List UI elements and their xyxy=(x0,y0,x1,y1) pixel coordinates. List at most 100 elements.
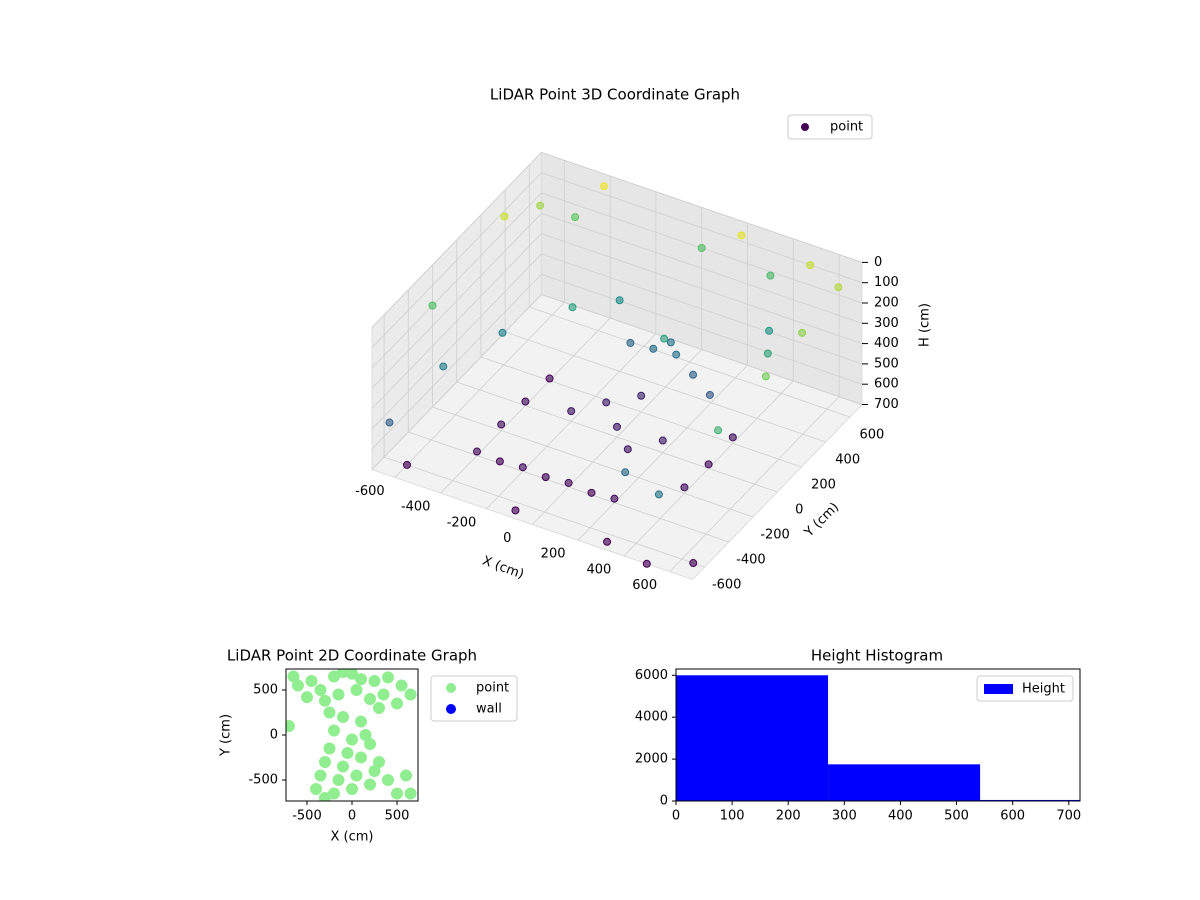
z-axis-label: H (cm) xyxy=(918,303,933,347)
point xyxy=(602,398,611,407)
point xyxy=(305,674,318,687)
point xyxy=(382,774,395,787)
point xyxy=(541,473,550,482)
point xyxy=(439,362,448,371)
chart-title: LiDAR Point 3D Coordinate Graph xyxy=(490,86,740,104)
point xyxy=(666,338,675,347)
grid-line xyxy=(541,253,863,365)
point xyxy=(364,778,377,791)
point xyxy=(404,787,417,800)
legend-box xyxy=(976,675,1074,702)
legend-box xyxy=(787,114,873,140)
legend-marker xyxy=(446,683,456,693)
point xyxy=(704,460,713,469)
point xyxy=(368,765,381,778)
point xyxy=(649,344,658,353)
point xyxy=(403,460,411,469)
grid-line xyxy=(529,306,851,418)
grid-line xyxy=(541,212,863,324)
y-tick-label: 600 xyxy=(859,427,884,442)
x-tick-label: 600 xyxy=(1000,809,1025,824)
x-tick-label: 400 xyxy=(888,809,913,824)
y-tick-label: 6000 xyxy=(635,668,668,683)
chart-title: Height Histogram xyxy=(811,647,943,665)
point xyxy=(346,783,358,796)
point xyxy=(623,445,632,454)
x-axis-label: X (cm) xyxy=(480,554,526,583)
point xyxy=(377,688,390,701)
point xyxy=(364,692,377,705)
point xyxy=(765,326,774,335)
point xyxy=(603,537,612,546)
point xyxy=(798,328,807,337)
grid-line xyxy=(371,273,542,450)
point xyxy=(400,769,413,782)
y-axis-label: Y (cm) xyxy=(801,500,842,541)
point xyxy=(697,244,706,253)
point xyxy=(327,724,340,737)
point xyxy=(323,706,336,719)
point xyxy=(336,669,349,678)
grid-line xyxy=(541,152,863,263)
point xyxy=(359,729,372,741)
x-tick-label: -600 xyxy=(355,484,385,499)
axes-frame xyxy=(675,668,1081,802)
grid-line xyxy=(541,273,863,385)
x-axis-label: X (cm) xyxy=(331,830,374,845)
point xyxy=(660,334,669,343)
z-tick-label: 200 xyxy=(874,295,899,310)
point xyxy=(498,328,507,337)
point xyxy=(404,688,417,701)
y-axis-label: Y (cm) xyxy=(219,714,234,757)
point xyxy=(567,407,576,416)
point xyxy=(637,391,646,400)
point xyxy=(287,670,300,683)
point xyxy=(332,774,345,787)
y-tick-label: -400 xyxy=(736,552,766,567)
legend-box xyxy=(430,675,518,722)
grid-line xyxy=(432,406,754,518)
grid-line xyxy=(541,233,863,344)
point xyxy=(564,478,573,487)
point xyxy=(373,756,386,769)
point xyxy=(714,426,723,435)
grid-line xyxy=(371,192,542,369)
point xyxy=(355,715,368,728)
point xyxy=(621,468,630,477)
legend-marker xyxy=(984,684,1013,694)
point xyxy=(500,212,509,221)
y-tick-label: 0 xyxy=(660,794,668,809)
point xyxy=(587,488,596,497)
x-tick-label: 600 xyxy=(632,578,657,593)
grid-line xyxy=(371,213,542,389)
legend-label: point xyxy=(476,681,509,696)
bar xyxy=(676,675,829,801)
point xyxy=(834,283,843,292)
point xyxy=(766,271,775,280)
point xyxy=(613,422,621,431)
point xyxy=(610,494,619,503)
point xyxy=(680,483,689,492)
x-tick-label: 300 xyxy=(832,809,857,824)
point xyxy=(806,261,815,270)
point xyxy=(728,433,737,442)
plot-area xyxy=(676,675,1080,801)
point xyxy=(511,506,520,515)
y-tick-label: -200 xyxy=(760,527,790,542)
point xyxy=(495,457,504,466)
z-tick-label: 300 xyxy=(874,316,899,331)
x-tick-label: 400 xyxy=(586,562,611,577)
legend-label: wall xyxy=(476,702,502,717)
point xyxy=(346,669,358,680)
point xyxy=(355,751,368,764)
grid-line xyxy=(456,381,778,493)
z-tick-label: 0 xyxy=(874,255,882,270)
point xyxy=(314,769,327,782)
grid-line xyxy=(408,431,730,543)
point xyxy=(568,303,577,312)
point xyxy=(763,349,772,358)
y-tick-label: 500 xyxy=(253,682,278,697)
point xyxy=(428,301,437,310)
point xyxy=(318,756,331,769)
point xyxy=(672,350,681,359)
